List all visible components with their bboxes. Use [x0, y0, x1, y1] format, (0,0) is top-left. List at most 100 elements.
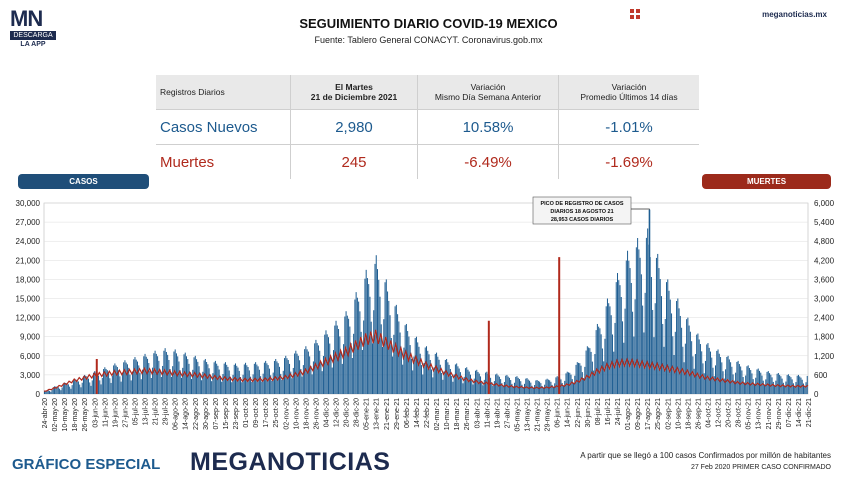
- logo-mark: MN: [10, 6, 43, 31]
- cases-bar: [547, 379, 549, 394]
- x-tick-label: 02-nov-20: [283, 398, 290, 430]
- cases-bar: [126, 364, 128, 394]
- cases-bar: [125, 362, 127, 394]
- cases-bar: [261, 381, 263, 394]
- cases-bar: [260, 376, 262, 394]
- cases-bar: [731, 366, 733, 394]
- cases-bar: [209, 375, 211, 394]
- cases-bar: [666, 282, 668, 394]
- x-tick-label: 22-feb-21: [424, 398, 431, 428]
- cases-bar: [248, 370, 250, 394]
- cases-bar: [441, 372, 443, 394]
- cases-bar: [390, 337, 392, 394]
- cases-bar: [760, 372, 762, 394]
- cases-bar: [740, 366, 742, 394]
- x-tick-label: 01-oct-20: [243, 398, 250, 428]
- cases-bar: [211, 381, 213, 394]
- x-tick-label: 14-jun-21: [565, 398, 572, 428]
- cases-bar: [348, 318, 350, 394]
- cases-bar: [111, 375, 113, 394]
- grid-icon[interactable]: [630, 9, 640, 19]
- x-tick-label: 26-nov-20: [313, 398, 320, 430]
- cases-bar: [482, 385, 484, 394]
- cases-bar: [472, 384, 474, 394]
- cases-bar: [51, 389, 53, 394]
- cases-bar: [128, 367, 130, 394]
- cases-bar: [428, 354, 430, 394]
- cases-bar: [609, 306, 611, 394]
- cases-bar: [562, 386, 564, 394]
- cases-bar: [333, 350, 335, 394]
- page-subtitle: Fuente: Tablero General CONACYT. Coronav…: [314, 35, 543, 45]
- cases-bar: [266, 363, 268, 394]
- cases-bar: [319, 350, 321, 394]
- cases-bar: [561, 382, 563, 394]
- cases-bar: [593, 370, 595, 394]
- cases-bar: [330, 356, 332, 394]
- cases-bar: [409, 345, 411, 394]
- left-tick-label: 15,000: [16, 295, 41, 304]
- cases-bar: [462, 383, 464, 394]
- cases-bar: [370, 321, 372, 394]
- cases-bar: [608, 303, 610, 394]
- cases-bar: [241, 382, 243, 394]
- cases-bar: [278, 366, 280, 394]
- cases-bar: [610, 315, 612, 394]
- cases-bar: [157, 356, 159, 394]
- cases-bar: [182, 367, 184, 394]
- cases-bar: [136, 361, 138, 394]
- cases-bar: [453, 374, 455, 394]
- cases-bar: [252, 374, 254, 394]
- cases-bar: [473, 378, 475, 394]
- x-tick-label: 11-abr-21: [484, 398, 491, 428]
- cases-bar: [599, 328, 601, 394]
- left-tick-label: 9,000: [20, 333, 41, 342]
- cases-bar: [378, 279, 380, 394]
- right-tick-label: 3,600: [814, 275, 835, 284]
- x-tick-label: 26-sep-21: [695, 398, 702, 430]
- cases-bar: [604, 338, 606, 394]
- cases-bar: [464, 368, 466, 394]
- cases-bar: [422, 374, 424, 394]
- cases-bar: [159, 369, 161, 394]
- cases-bar: [431, 369, 433, 394]
- cases-bar: [503, 381, 505, 394]
- x-tick-label: 04-oct-21: [706, 398, 713, 428]
- cases-bar: [427, 350, 429, 394]
- cases-bar: [312, 361, 314, 394]
- cases-bar: [765, 379, 767, 394]
- cases-bar: [530, 382, 532, 394]
- right-tick-label: 600: [814, 371, 828, 380]
- cases-bar: [85, 375, 87, 394]
- cases-bar: [491, 382, 493, 394]
- cases-bar: [56, 386, 58, 394]
- cases-bar: [676, 301, 678, 394]
- cases-bar: [106, 370, 108, 394]
- cases-bar: [299, 360, 301, 394]
- cases-bar: [268, 368, 270, 394]
- x-tick-label: 13-nov-21: [756, 398, 763, 430]
- cases-bar: [706, 344, 708, 394]
- cases-bar: [481, 381, 483, 394]
- x-tick-label: 13-ene-21: [374, 398, 381, 430]
- cases-bar: [113, 365, 115, 394]
- cases-bar: [79, 384, 81, 394]
- cases-bar: [613, 351, 615, 394]
- cases-bar: [767, 371, 769, 394]
- cases-bar: [55, 386, 57, 394]
- cases-bar: [449, 368, 451, 394]
- footer-note-first-case: 27 Feb 2020 PRIMER CASO CONFIRMADO: [690, 464, 831, 471]
- cases-bar: [204, 358, 206, 394]
- cases-bar: [81, 382, 83, 394]
- cases-bar: [581, 372, 583, 394]
- x-tick-label: 27-abr-21: [504, 398, 511, 428]
- cases-bar: [75, 379, 77, 394]
- cases-bar: [61, 387, 63, 394]
- cases-bar: [412, 370, 414, 394]
- meganoticias-logo[interactable]: MN DESCARGA LA APP: [10, 8, 56, 48]
- cases-bar: [691, 341, 693, 394]
- cases-bar: [265, 360, 267, 394]
- cases-bar: [57, 387, 59, 394]
- cases-bar: [764, 384, 766, 394]
- site-link[interactable]: meganoticias.mx: [762, 10, 827, 19]
